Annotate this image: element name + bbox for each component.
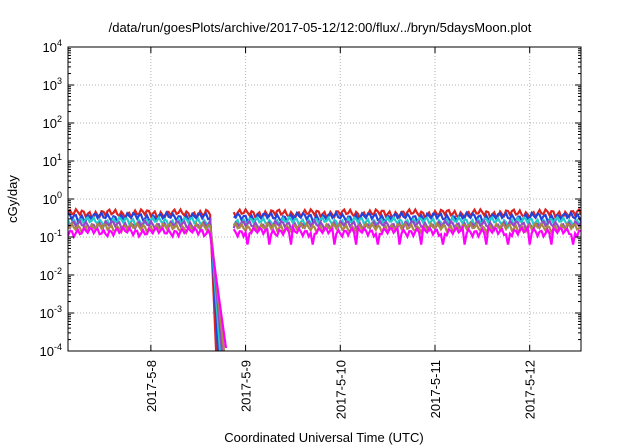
x-tick-label: 2017-5-10: [333, 360, 348, 419]
series-line: [68, 221, 226, 351]
y-tick-label: 104: [43, 38, 62, 55]
series-line: [232, 215, 581, 230]
series-group: [68, 207, 581, 351]
y-axis-label: cGy/day: [5, 175, 20, 223]
y-tick-label: 103: [43, 76, 62, 93]
y-tick-label: 10-3: [40, 304, 62, 321]
x-tick-label: 2017-5-12: [523, 360, 538, 419]
y-tick-label: 101: [43, 152, 62, 169]
series-line: [68, 210, 220, 351]
series-line: [68, 225, 228, 349]
x-axis-label: Coordinated Universal Time (UTC): [224, 430, 423, 445]
chart-title: /data/run/goesPlots/archive/2017-05-12/1…: [109, 20, 532, 35]
plot-area-frame: [67, 46, 582, 352]
y-tick-label: 10-4: [40, 342, 62, 359]
y-axis: 10-4 10-3 10-2 10-1 100 101 102 103 104: [40, 38, 581, 359]
y-tick-label: 100: [43, 190, 62, 207]
x-tick-label: 2017-5-8: [144, 360, 159, 412]
series-line: [232, 223, 581, 245]
y-tick-label: 10-1: [40, 228, 62, 245]
y-tick-label: 10-2: [40, 266, 62, 283]
x-axis: 2017-5-8 2017-5-9 2017-5-10 2017-5-11 2017-5…: [144, 47, 538, 419]
x-tick-label: 2017-5-11: [428, 360, 443, 418]
x-tick-label: 2017-5-9: [239, 360, 254, 412]
series-line: [68, 217, 224, 351]
grid: [68, 47, 581, 351]
y-tick-label: 102: [43, 114, 62, 131]
